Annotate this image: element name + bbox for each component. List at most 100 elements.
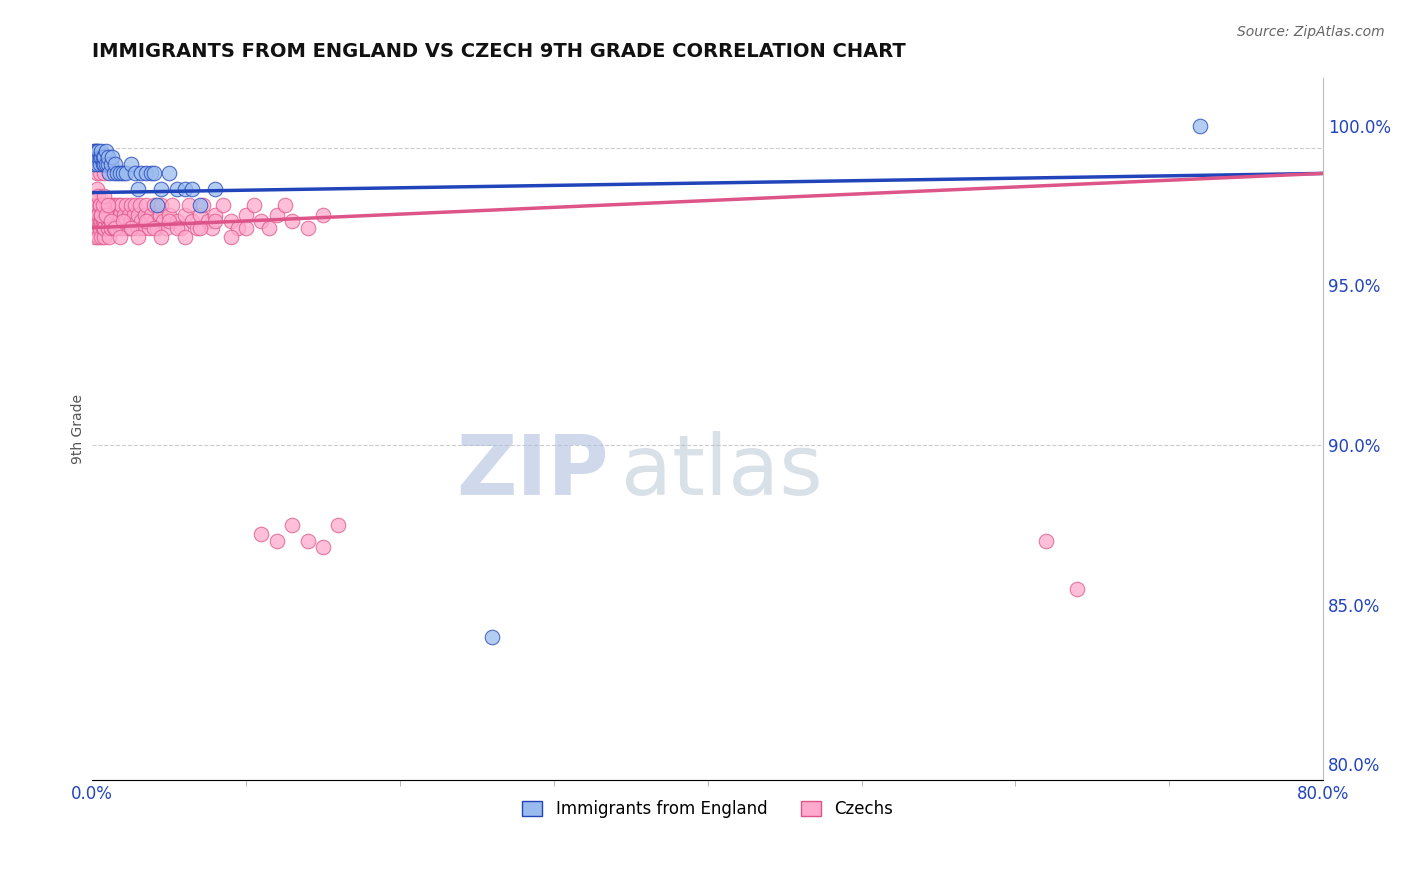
Point [181,182,204,196]
Point [94,198,117,212]
Point [90,208,112,222]
Point [312,208,335,222]
Point [108,220,131,235]
Point [142,220,165,235]
Point [219,230,242,244]
Point [173,182,195,196]
Point [297,533,319,548]
Point [93,188,115,202]
Point [173,208,195,222]
Point [115,198,138,212]
Point [152,214,174,228]
Point [86,157,108,171]
Point [104,220,127,235]
Point [105,208,128,222]
Point [124,166,146,180]
Point [150,198,173,212]
Point [101,151,124,165]
Point [86,214,108,228]
Point [91,198,114,212]
Point [122,208,145,222]
Point [120,157,142,171]
Point [91,198,114,212]
Point [89,151,111,165]
Point [94,157,117,171]
Point [188,220,211,235]
Point [100,157,122,171]
Point [86,144,108,158]
Point [90,151,112,165]
Point [101,198,124,212]
Point [93,151,115,165]
Point [1035,533,1057,548]
Point [1066,582,1088,596]
Point [93,157,115,171]
Point [120,198,142,212]
Point [91,151,114,165]
Point [1189,119,1212,133]
Point [111,214,134,228]
Point [157,208,180,222]
Point [93,230,115,244]
Point [146,220,169,235]
Point [84,230,107,244]
Point [87,208,110,222]
Point [97,198,120,212]
Point [120,220,142,235]
Point [104,198,127,212]
Point [107,198,129,212]
Point [103,208,125,222]
Point [103,166,125,180]
Point [89,157,111,171]
Point [266,208,288,222]
Point [142,198,165,212]
Point [135,166,157,180]
Point [89,220,111,235]
Point [273,198,295,212]
Point [93,220,115,235]
Point [235,208,257,222]
Point [90,214,112,228]
Point [127,208,149,222]
Point [89,198,111,212]
Point [160,198,183,212]
Text: IMMIGRANTS FROM ENGLAND VS CZECH 9TH GRADE CORRELATION CHART: IMMIGRANTS FROM ENGLAND VS CZECH 9TH GRA… [93,42,905,61]
Point [191,198,214,212]
Point [179,198,201,212]
Point [103,220,125,235]
Point [135,214,157,228]
Point [328,517,350,532]
Point [97,214,120,228]
Point [257,220,280,235]
Point [87,157,110,171]
Point [186,220,208,235]
Point [104,214,127,228]
Point [117,220,139,235]
Legend: Immigrants from England, Czechs: Immigrants from England, Czechs [516,793,900,825]
Point [100,214,122,228]
Point [219,214,242,228]
Point [97,151,120,165]
Point [89,198,111,212]
Point [127,220,149,235]
Y-axis label: 9th Grade: 9th Grade [72,394,86,464]
Point [84,220,107,235]
Point [91,214,114,228]
Point [228,220,250,235]
Point [481,630,503,644]
Point [128,198,150,212]
Point [136,214,159,228]
Point [121,220,143,235]
Point [312,540,335,554]
Point [98,166,121,180]
Point [87,188,110,202]
Point [250,214,273,228]
Point [139,166,162,180]
Point [105,166,128,180]
Point [91,220,114,235]
Point [135,198,157,212]
Point [139,208,162,222]
Point [125,214,148,228]
Point [94,208,117,222]
Point [94,208,117,222]
